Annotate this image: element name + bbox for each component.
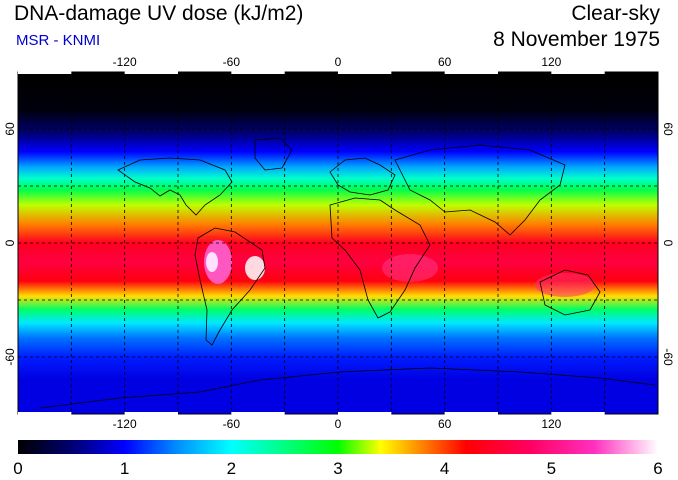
frame-bar [124, 71, 178, 74]
lon-tick-label: 120 [541, 55, 561, 69]
colorbar-tick-label: 1 [120, 459, 129, 478]
australia-hotspot [535, 273, 595, 297]
colorbar-tick-label: 3 [333, 459, 342, 478]
greenland-coast [254, 137, 293, 171]
frame-bar [18, 71, 72, 74]
frame-bar [444, 412, 498, 415]
frame-bar [231, 71, 285, 74]
frame-bar [551, 71, 605, 74]
frame-bar [338, 412, 392, 415]
lat-tick-label: 60 [661, 122, 675, 136]
lon-labels-bottom: -120 -60 0 60 120 [113, 417, 562, 430]
lat-tick-label: 0 [3, 239, 17, 246]
colorbar-scale [18, 440, 658, 454]
lon-tick-label: -120 [113, 417, 137, 430]
brazil-hotspot [245, 256, 265, 280]
colorbar-tick-label: 6 [653, 459, 662, 478]
south-america-coast [194, 227, 266, 346]
lon-tick-label: -120 [113, 55, 137, 69]
frame-bar [18, 412, 72, 415]
lon-labels-top: -120 -60 0 60 120 [113, 55, 562, 69]
north-america-coast [117, 157, 233, 216]
uv-dose-map: -120 -60 0 60 120 -120 -60 0 60 120 60 0 -60 60 0 -6… [3, 55, 675, 430]
lat-tick-label: 0 [661, 240, 675, 247]
source-credit: MSR - KNMI [16, 32, 101, 49]
lon-tick-label: -60 [223, 417, 241, 430]
graticule [18, 72, 658, 414]
andes-peak [206, 252, 218, 272]
colorbar-tick-label: 5 [547, 459, 556, 478]
lon-tick-label: 120 [541, 417, 561, 430]
antarctica-coast [39, 367, 656, 409]
colorbar-tick-label: 0 [13, 459, 22, 478]
africa-hotspot [382, 254, 438, 282]
frame-bar [338, 71, 392, 74]
map-title: DNA-damage UV dose (kJ/m2) [14, 2, 304, 25]
lon-tick-label: 60 [438, 55, 452, 69]
lon-tick-label: -60 [223, 55, 241, 69]
frame-bar [551, 412, 605, 415]
frame-bar [231, 412, 285, 415]
lat-labels-left: 60 0 -60 [3, 122, 17, 366]
colorbar: 0 1 2 3 4 5 6 [13, 440, 663, 478]
colorbar-tick-label: 4 [440, 459, 449, 478]
frame-bar [444, 71, 498, 74]
lat-tick-label: -60 [3, 348, 17, 366]
frame-ticks [18, 71, 605, 415]
sky-condition: Clear-sky [571, 2, 660, 25]
lat-tick-label: -60 [661, 348, 675, 366]
land-hotspots [204, 240, 595, 297]
lon-tick-label: 0 [335, 55, 342, 69]
africa-coast [329, 197, 431, 319]
map-date: 8 November 1975 [493, 28, 660, 51]
frame-bar [124, 412, 178, 415]
australia-coast [539, 269, 601, 316]
lat-labels-right: 60 0 -60 [661, 122, 675, 366]
colorbar-tick-label: 2 [227, 459, 236, 478]
asia-coast [394, 144, 566, 236]
lon-tick-label: 60 [438, 417, 452, 430]
lat-tick-label: 60 [3, 122, 17, 136]
lon-tick-label: 0 [335, 417, 342, 430]
colorbar-labels: 0 1 2 3 4 5 6 [13, 459, 662, 478]
